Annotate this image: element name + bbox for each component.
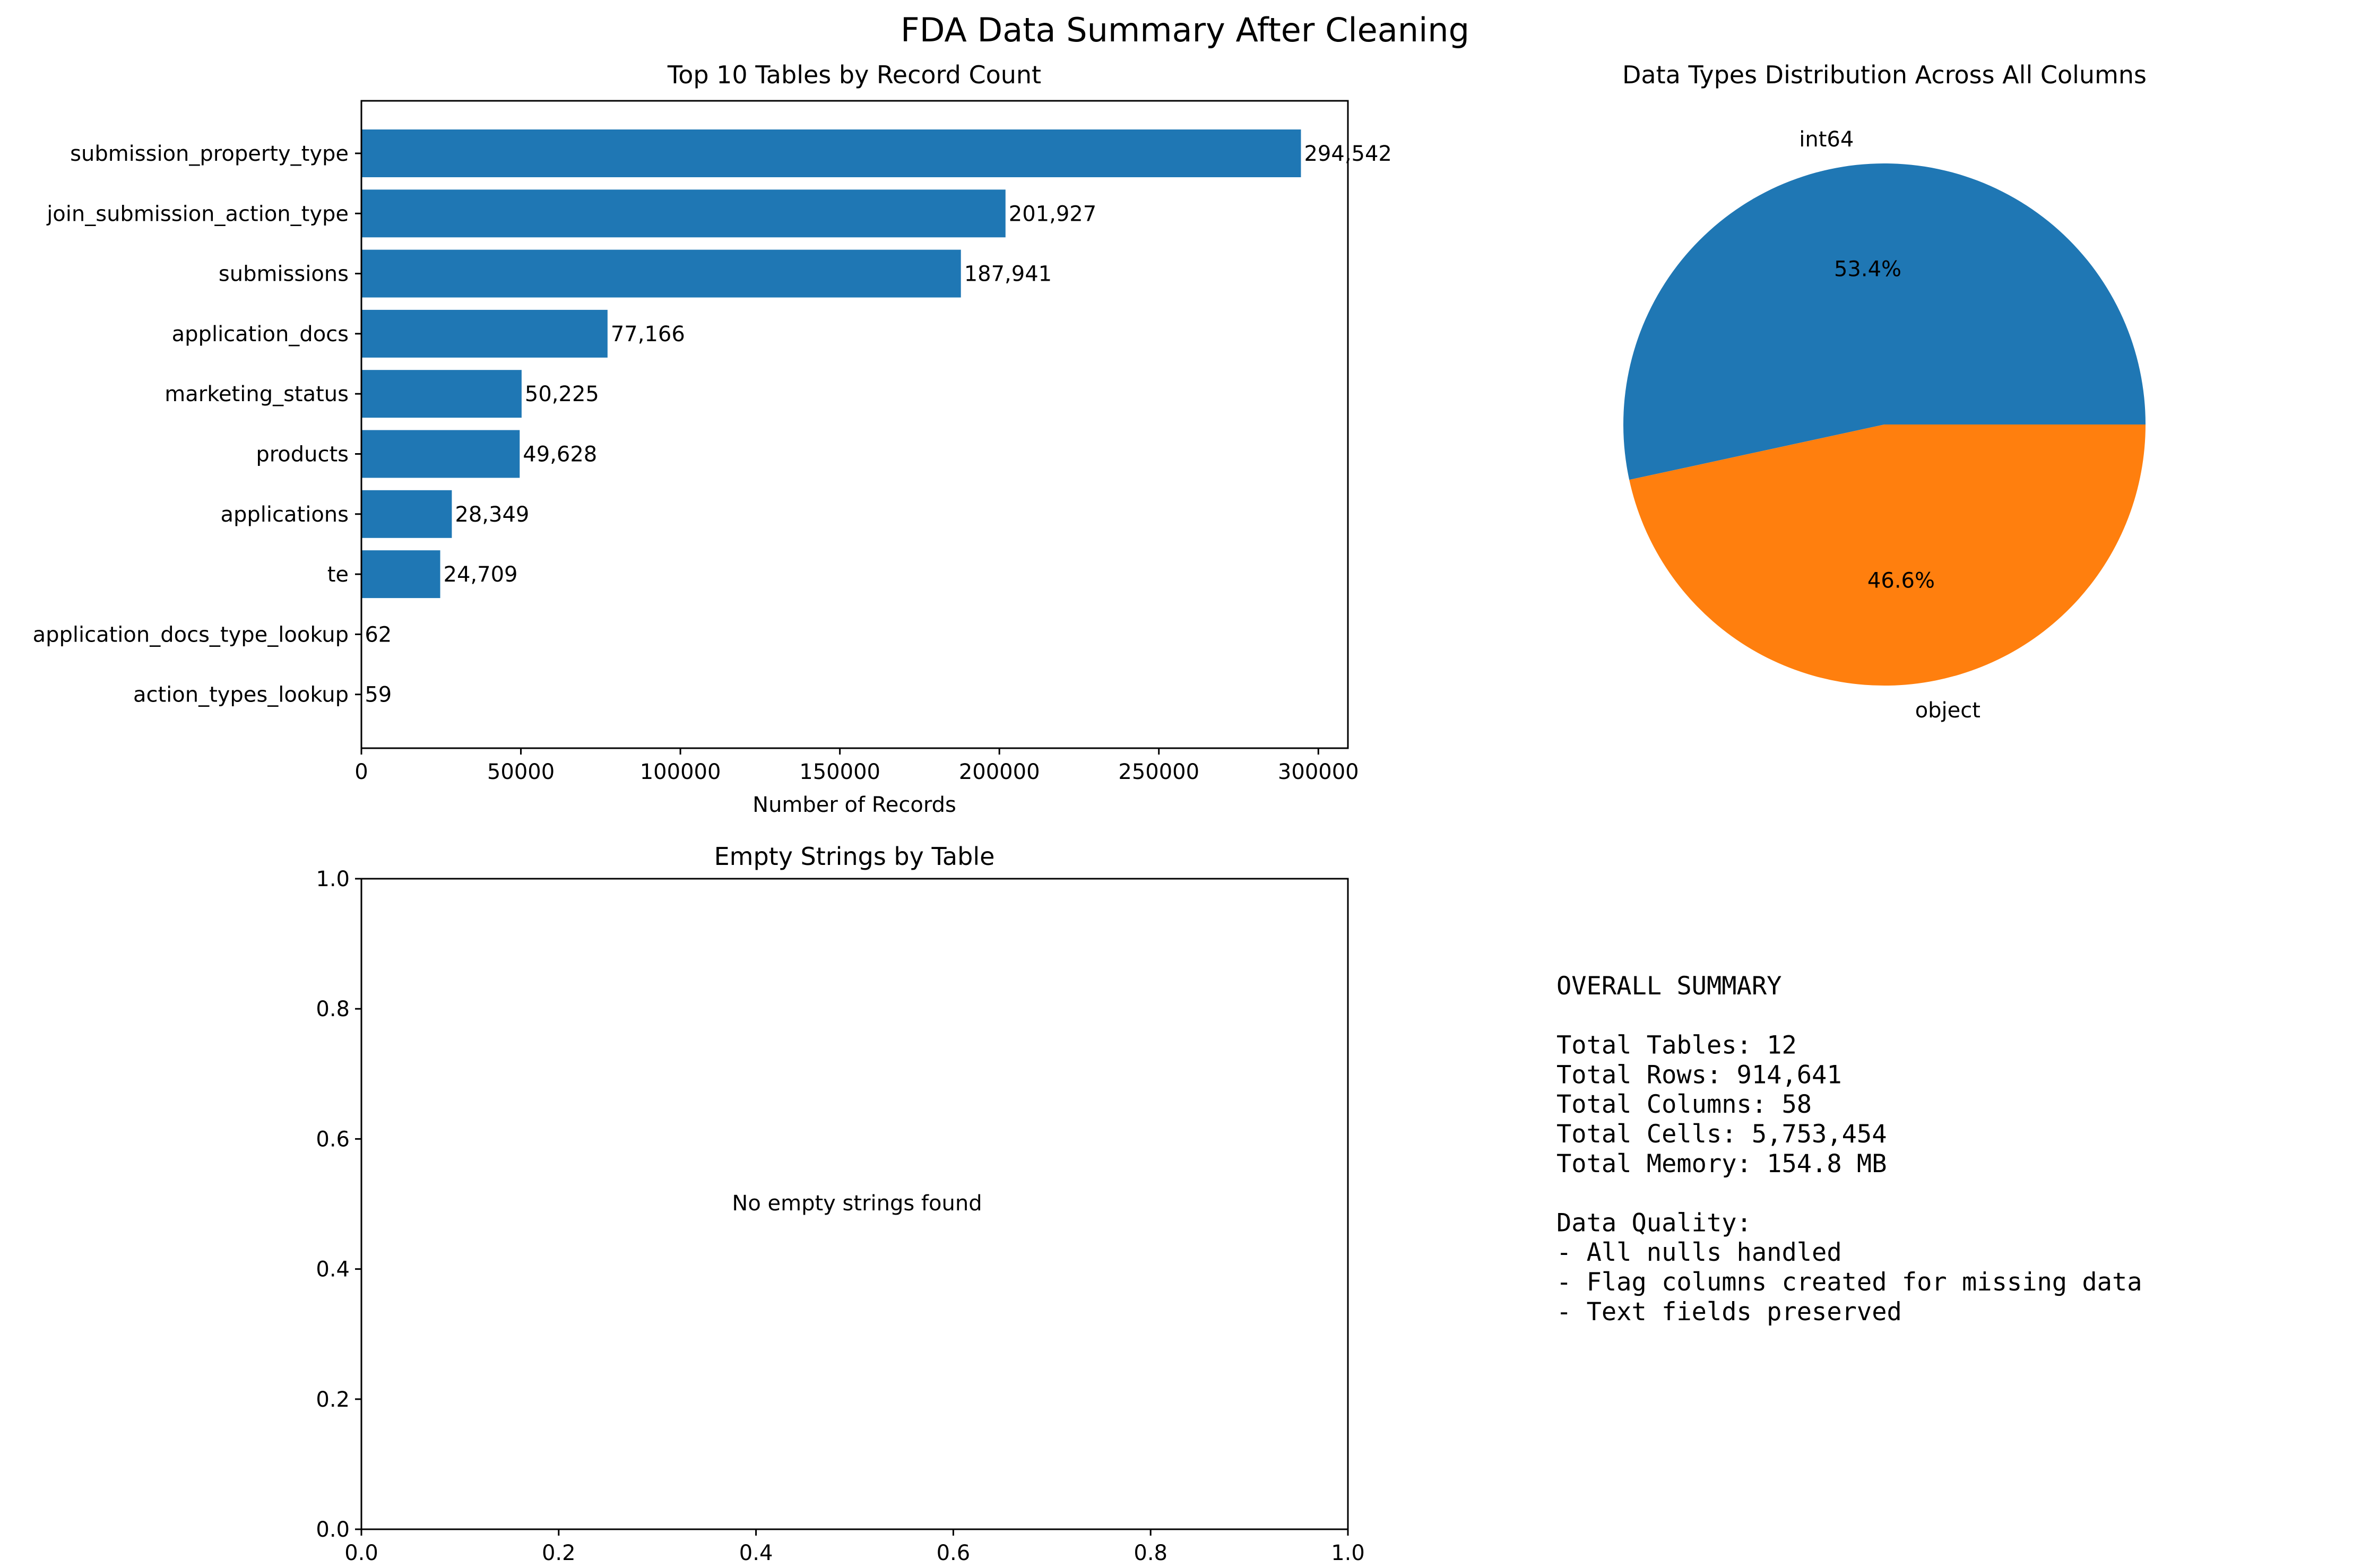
bar-value-label-4: 77,166: [611, 322, 685, 346]
pie-label-object: object: [1915, 698, 1980, 723]
bar-chart-title: Top 10 Tables by Record Count: [667, 60, 1041, 89]
summary-line-10: - All nulls handled: [1556, 1238, 1842, 1267]
empty-y-tick-label-4: 0.6: [316, 1127, 350, 1151]
empty-x-tick-label-3: 0.4: [739, 1541, 773, 1565]
empty-x-tick-label-6: 1.0: [1331, 1541, 1365, 1565]
x-tick-label-3: 100000: [640, 760, 721, 784]
empty-x-tick-label-1: 0.0: [344, 1541, 378, 1565]
empty-chart-title: Empty Strings by Table: [714, 842, 995, 871]
empty-strings-panel: Empty Strings by Table 0.0 0.2 0.4 0.6 0.8 1.…: [316, 842, 1364, 1565]
bar-value-label-7: 28,349: [455, 503, 529, 527]
y-tick-label-3: submissions: [219, 262, 349, 287]
pie-pct-label-object: 46.6%: [1867, 569, 1935, 593]
empty-x-tick-label-2: 0.2: [542, 1541, 576, 1565]
bar-5: [361, 370, 522, 418]
y-tick-label-5: marketing_status: [165, 382, 349, 406]
summary-line-5: Total Columns: 58: [1556, 1090, 1812, 1119]
y-tick-label-8: te: [327, 562, 349, 587]
summary-line-1: OVERALL SUMMARY: [1556, 972, 1781, 1001]
pie-slice-object: [1629, 425, 2146, 686]
bar-chart-x-axis: 0 50000 100000 150000 200000 250000 300000: [354, 748, 1359, 784]
empty-chart-frame: [360, 878, 1349, 1530]
y-tick-label-7: applications: [221, 503, 349, 527]
bar-7: [361, 490, 452, 538]
summary-line-9: Data Quality:: [1556, 1208, 1752, 1237]
bar-3: [361, 249, 961, 298]
bar-chart-marks: 294,542201,927187,94177,16650,22549,6282…: [361, 129, 1392, 718]
x-tick-label-7: 300000: [1278, 760, 1359, 784]
bar-1: [361, 129, 1301, 177]
bar-value-label-3: 187,941: [964, 262, 1052, 287]
bar-value-label-6: 49,628: [523, 443, 597, 467]
bar-4: [361, 309, 608, 358]
pie-chart-panel: Data Types Distribution Across All Colum…: [1622, 60, 2147, 723]
summary-line-12: - Text fields preserved: [1556, 1297, 1902, 1327]
y-tick-label-9: application_docs_type_lookup: [33, 622, 349, 647]
pie-slice-int64: [1623, 163, 2146, 480]
bar-chart-xlabel: Number of Records: [752, 793, 956, 817]
bar-value-label-10: 59: [365, 683, 392, 707]
bar-8: [361, 550, 440, 599]
empty-y-tick-label-2: 0.2: [316, 1388, 350, 1412]
x-tick-label-6: 250000: [1118, 760, 1199, 784]
y-tick-label-2: join_submission_action_type: [46, 202, 349, 226]
bar-chart-panel: Top 10 Tables by Record Count 294,542201…: [33, 60, 1392, 817]
summary-line-7: Total Memory: 154.8 MB: [1556, 1149, 1887, 1179]
empty-y-tick-label-1: 0.0: [316, 1518, 350, 1542]
bar-value-label-8: 24,709: [444, 562, 518, 587]
summary-line-4: Total Rows: 914,641: [1556, 1060, 1842, 1089]
x-tick-label-2: 50000: [487, 760, 555, 784]
pie-chart-title: Data Types Distribution Across All Colum…: [1622, 60, 2147, 89]
empty-y-tick-label-5: 0.8: [316, 997, 350, 1021]
empty-y-tick-label-3: 0.4: [316, 1258, 350, 1282]
empty-x-tick-label-4: 0.6: [937, 1541, 971, 1565]
empty-x-tick-label-5: 0.8: [1134, 1541, 1167, 1565]
empty-chart-x-axis: 0.0 0.2 0.4 0.6 0.8 1.0: [344, 1529, 1365, 1565]
empty-chart-annotation: No empty strings found: [732, 1191, 982, 1216]
y-tick-label-10: action_types_lookup: [133, 683, 349, 707]
pie-pct-label-int64: 53.4%: [1834, 257, 1901, 281]
empty-chart-y-axis: 0.0 0.2 0.4 0.6 0.8 1.0: [316, 867, 361, 1542]
x-tick-label-4: 150000: [799, 760, 880, 784]
bar-6: [361, 430, 520, 478]
bar-chart-y-axis: submission_property_type join_submission_…: [33, 142, 361, 707]
pie-chart-marks: 53.4% int64 46.6% object: [1623, 127, 2146, 723]
y-tick-label-6: products: [256, 443, 349, 467]
x-tick-label-1: 0: [354, 760, 368, 784]
x-tick-label-5: 200000: [959, 760, 1040, 784]
bar-chart-frame: [360, 100, 1349, 749]
y-tick-label-1: submission_property_type: [70, 142, 349, 166]
bar-2: [361, 189, 1006, 238]
bar-value-label-2: 201,927: [1009, 202, 1096, 226]
bar-value-label-5: 50,225: [525, 382, 599, 406]
summary-line-11: - Flag columns created for missing data: [1556, 1268, 2142, 1297]
empty-y-tick-label-6: 1.0: [316, 867, 350, 891]
summary-line-3: Total Tables: 12: [1556, 1031, 1797, 1060]
pie-label-int64: int64: [1799, 127, 1854, 152]
y-tick-label-4: application_docs: [172, 322, 349, 346]
summary-line-6: Total Cells: 5,753,454: [1556, 1120, 1887, 1149]
figure-suptitle: FDA Data Summary After Cleaning: [901, 11, 1469, 49]
bar-value-label-9: 62: [365, 622, 392, 647]
